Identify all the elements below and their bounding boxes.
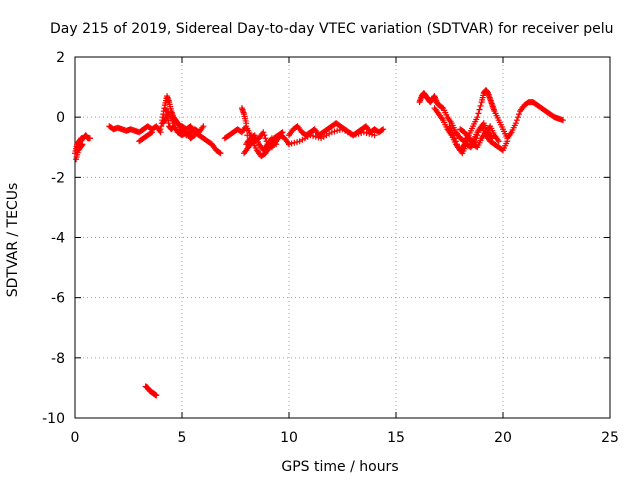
data-point (452, 138, 459, 145)
data-point (262, 135, 269, 142)
y-tick-label: -2 (51, 170, 65, 186)
y-tick-label: -8 (51, 351, 65, 367)
data-point (217, 150, 224, 157)
data-point (474, 132, 481, 139)
data-point (244, 132, 251, 139)
data-point (477, 102, 484, 109)
data-point (453, 141, 460, 148)
data-point (278, 129, 285, 136)
data-point (559, 117, 566, 124)
data-point (439, 104, 446, 111)
data-point (473, 135, 480, 142)
data-point (291, 139, 298, 146)
data-point (200, 123, 207, 130)
x-tick-label: 25 (601, 430, 619, 446)
data-point (273, 141, 280, 148)
data-point (307, 132, 314, 139)
data-point (379, 126, 386, 133)
data-point (243, 126, 250, 133)
data-point (475, 129, 482, 136)
data-point (190, 132, 197, 139)
data-point (450, 132, 457, 139)
data-point (312, 133, 319, 140)
data-point (495, 138, 502, 145)
y-tick-label: -10 (42, 411, 65, 427)
data-point (355, 130, 362, 137)
data-point (243, 120, 250, 127)
data-point (216, 149, 223, 156)
x-tick-label: 5 (178, 430, 187, 446)
axis-ticks (74, 56, 611, 419)
y-tick-label: -6 (51, 291, 65, 307)
x-tick-label: 15 (387, 430, 405, 446)
y-tick-labels: -10 -8 -6 -4 -2 0 2 (42, 50, 65, 427)
data-point (310, 132, 317, 139)
x-tick-label: 20 (494, 430, 512, 446)
data-point (149, 129, 156, 136)
data-point (380, 126, 387, 133)
data-point (331, 128, 338, 135)
data-point (288, 140, 295, 147)
data-point (294, 138, 301, 145)
data-point (334, 127, 341, 134)
data-point (147, 129, 154, 136)
chart-title: Day 215 of 2019, Sidereal Day-to-day VTE… (50, 21, 613, 37)
data-point (512, 120, 519, 127)
x-axis-label: GPS time / hours (281, 459, 398, 475)
data-point (368, 131, 375, 138)
data-point (358, 129, 365, 136)
y-tick-label: -4 (51, 231, 65, 247)
data-point (451, 135, 458, 142)
data-point (474, 114, 481, 121)
data-point (153, 392, 160, 399)
y-tick-label: 0 (56, 110, 65, 126)
data-point (371, 132, 378, 139)
data-point (363, 129, 370, 136)
data-point (279, 129, 286, 136)
data-point (476, 106, 483, 113)
data-point (79, 141, 86, 148)
y-tick-label: 2 (56, 50, 65, 66)
data-point (352, 131, 359, 138)
data-point (360, 129, 367, 136)
data-point (328, 129, 335, 136)
data-point (336, 126, 343, 133)
data-point (191, 132, 198, 139)
data-point (514, 114, 521, 121)
data-point (504, 138, 511, 145)
data-point (261, 132, 268, 139)
y-axis-label: SDTVAR / TECUs (5, 183, 21, 298)
data-point (315, 134, 322, 141)
x-tick-label: 10 (280, 430, 298, 446)
data-point (513, 117, 520, 124)
data-points (72, 87, 566, 399)
data-point (260, 129, 267, 136)
data-point (286, 141, 292, 148)
data-point (350, 132, 357, 139)
x-tick-label: 0 (71, 430, 80, 446)
data-point (366, 130, 373, 137)
x-tick-labels: 0 5 10 15 20 25 (71, 430, 619, 446)
grid-lines (75, 57, 610, 418)
data-point (475, 110, 482, 117)
data-point (86, 135, 93, 142)
data-point (516, 111, 523, 118)
